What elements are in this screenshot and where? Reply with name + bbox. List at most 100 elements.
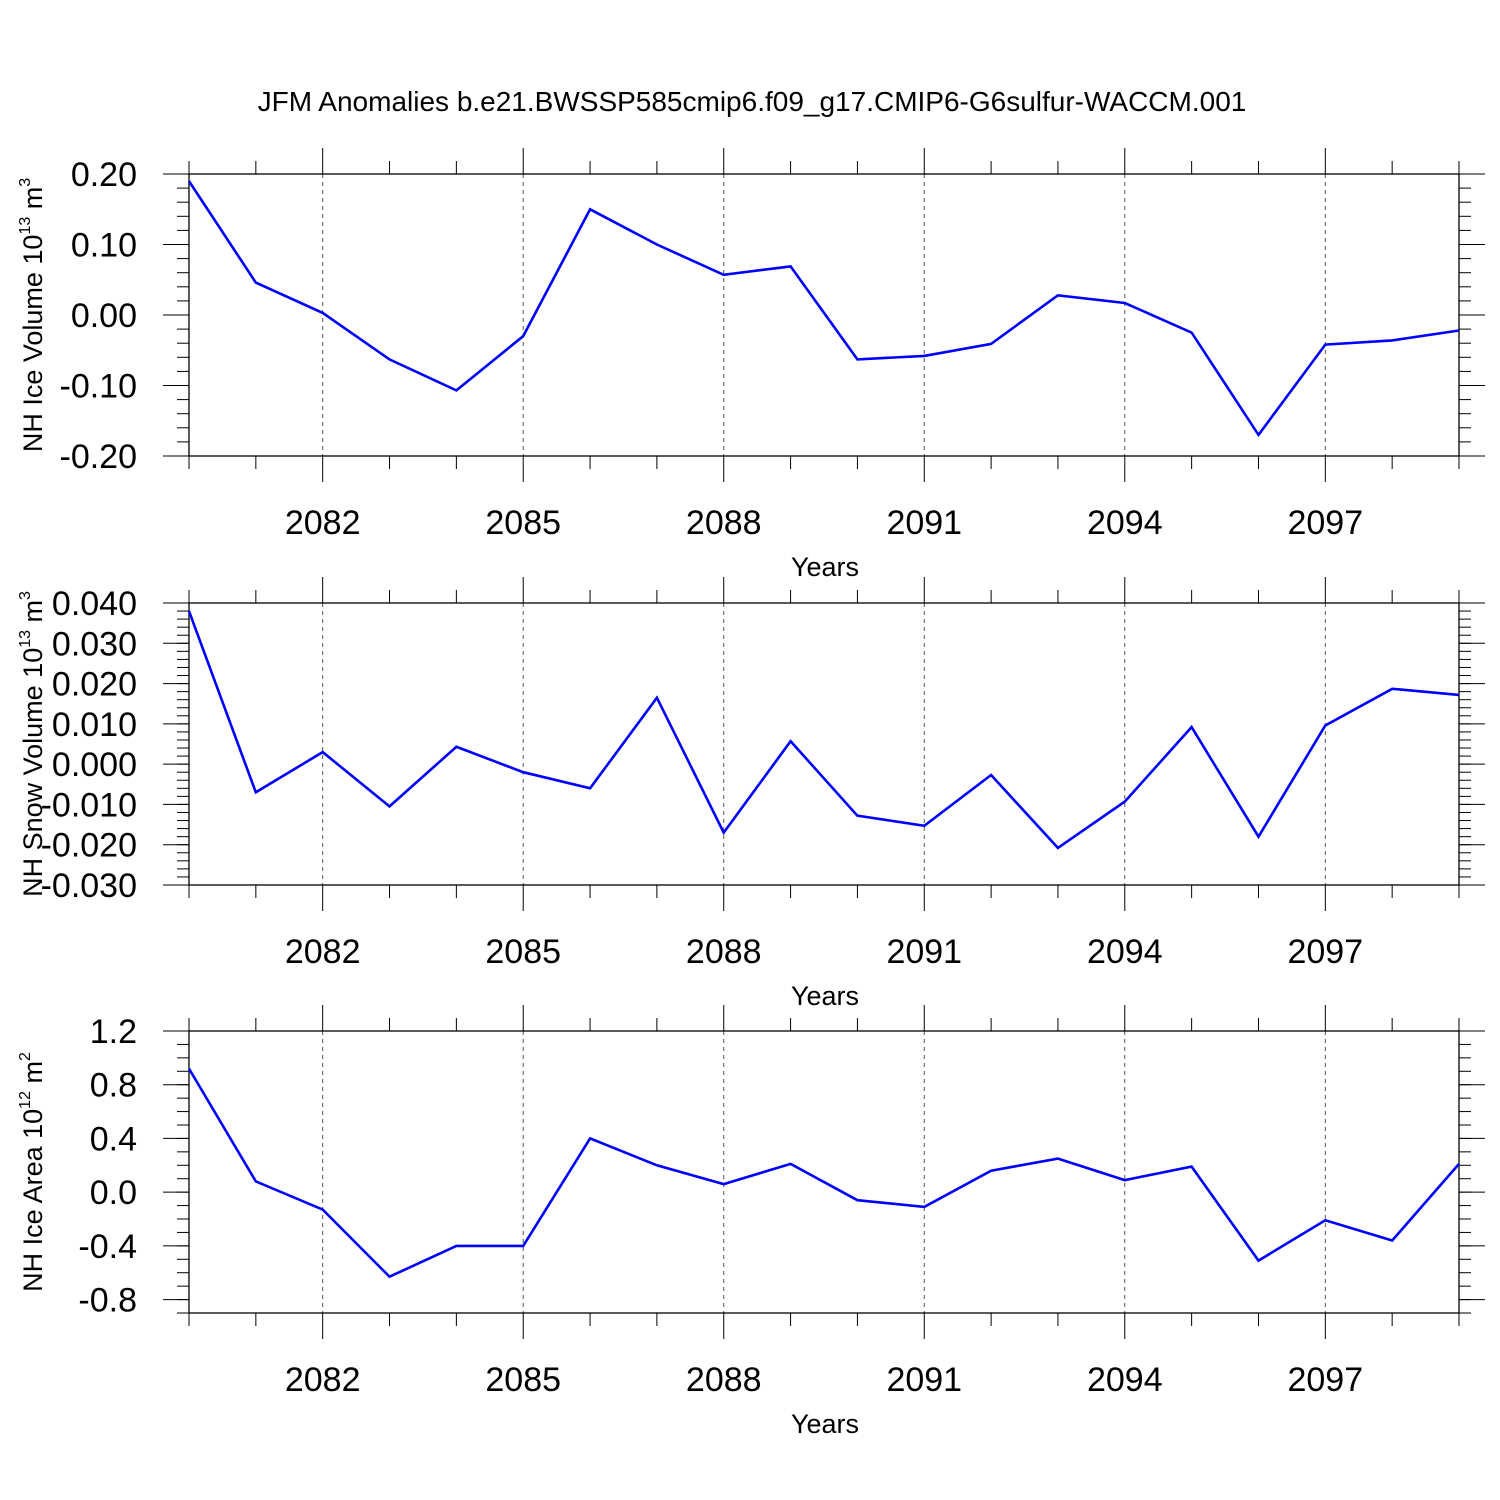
data-point bbox=[588, 786, 592, 790]
data-point bbox=[722, 1182, 726, 1186]
data-point bbox=[1123, 1178, 1127, 1182]
data-point bbox=[588, 1136, 592, 1140]
x-axis-label: Years bbox=[791, 552, 859, 582]
data-point bbox=[855, 814, 859, 818]
y-axis-label: NH Ice Volume 1013 m3 bbox=[17, 178, 48, 452]
data-point bbox=[1457, 329, 1461, 333]
x-tick-label: 2097 bbox=[1287, 504, 1363, 542]
y-tick-label: -0.10 bbox=[60, 368, 138, 406]
chart-panel-1: 2082 2085 2088 2091 2094 2097 Years -0.20 -0.10 0… bbox=[17, 148, 1485, 582]
y-tick-label: 0.00 bbox=[71, 297, 137, 335]
data-point bbox=[321, 750, 325, 754]
y-tick-label: -0.20 bbox=[60, 438, 138, 476]
data-point bbox=[855, 1198, 859, 1202]
data-point bbox=[1190, 331, 1194, 335]
data-point bbox=[922, 824, 926, 828]
data-point bbox=[321, 311, 325, 315]
data-point bbox=[789, 264, 793, 268]
x-tick-label: 2085 bbox=[485, 1361, 561, 1399]
data-point bbox=[1190, 725, 1194, 729]
y-tick-label: -0.010 bbox=[41, 786, 137, 824]
data-point bbox=[1457, 693, 1461, 697]
data-point bbox=[789, 1162, 793, 1166]
data-point bbox=[187, 179, 191, 183]
x-tick-label: 2088 bbox=[686, 504, 762, 542]
x-tick-label: 2088 bbox=[686, 933, 762, 971]
y-tick-label: 0.4 bbox=[90, 1120, 137, 1158]
data-point bbox=[855, 357, 859, 361]
data-point bbox=[1390, 338, 1394, 342]
data-point bbox=[1323, 1218, 1327, 1222]
y-tick-label: -0.8 bbox=[78, 1282, 137, 1320]
x-tick-label: 2088 bbox=[686, 1361, 762, 1399]
data-point bbox=[655, 243, 659, 247]
x-tick-label: 2082 bbox=[285, 933, 361, 971]
y-tick-label: -0.4 bbox=[78, 1228, 137, 1266]
data-point bbox=[254, 790, 258, 794]
data-point bbox=[1123, 301, 1127, 305]
data-point bbox=[1323, 343, 1327, 347]
y-tick-label: 0.020 bbox=[52, 666, 137, 704]
data-point bbox=[989, 773, 993, 777]
x-tick-label: 2082 bbox=[285, 504, 361, 542]
y-tick-label: -0.030 bbox=[41, 867, 137, 905]
x-tick-label: 2085 bbox=[485, 504, 561, 542]
data-point bbox=[1256, 1259, 1260, 1263]
x-axis-label: Years bbox=[791, 981, 859, 1011]
data-point bbox=[1123, 800, 1127, 804]
x-tick-label: 2094 bbox=[1087, 933, 1163, 971]
data-point bbox=[989, 342, 993, 346]
data-point bbox=[187, 1067, 191, 1071]
series-line bbox=[187, 180, 1460, 438]
data-point bbox=[1190, 1165, 1194, 1169]
x-tick-label: 2097 bbox=[1287, 933, 1363, 971]
x-tick-label: 2091 bbox=[886, 933, 962, 971]
data-point bbox=[454, 1244, 458, 1248]
data-point bbox=[454, 388, 458, 392]
figure-title: JFM Anomalies b.e21.BWSSP585cmip6.f09_g1… bbox=[258, 86, 1247, 117]
y-tick-label: 0.10 bbox=[71, 227, 137, 265]
data-point bbox=[254, 281, 258, 285]
data-point bbox=[1056, 846, 1060, 850]
plot-frame bbox=[188, 602, 1460, 886]
data-point bbox=[922, 354, 926, 358]
data-point bbox=[1390, 687, 1394, 691]
data-point bbox=[722, 831, 726, 835]
data-point bbox=[1390, 1238, 1394, 1242]
plot-frame bbox=[188, 1030, 1460, 1314]
series-line bbox=[187, 1067, 1460, 1279]
data-point bbox=[1323, 723, 1327, 727]
x-axis-label: Years bbox=[791, 1409, 859, 1439]
x-tick-label: 2091 bbox=[886, 504, 962, 542]
x-tick-label: 2094 bbox=[1087, 1361, 1163, 1399]
y-tick-label: -0.020 bbox=[41, 827, 137, 865]
data-point bbox=[454, 745, 458, 749]
y-tick-label: 0.010 bbox=[52, 706, 137, 744]
y-tick-label: 0.030 bbox=[52, 625, 137, 663]
y-tick-label: 0.0 bbox=[90, 1174, 137, 1212]
data-point bbox=[655, 1163, 659, 1167]
x-tick-label: 2091 bbox=[886, 1361, 962, 1399]
x-tick-label: 2085 bbox=[485, 933, 561, 971]
data-point bbox=[588, 207, 592, 211]
data-point bbox=[321, 1208, 325, 1212]
data-point bbox=[1457, 1162, 1461, 1166]
y-tick-label: 0.20 bbox=[71, 156, 137, 194]
y-tick-label: 0.000 bbox=[52, 746, 137, 784]
data-point bbox=[989, 1169, 993, 1173]
data-point bbox=[1056, 1157, 1060, 1161]
data-point bbox=[187, 609, 191, 613]
x-tick-label: 2082 bbox=[285, 1361, 361, 1399]
chart-panels: 2082 2085 2088 2091 2094 2097 Years -0.20 -0.10 0… bbox=[17, 148, 1485, 1439]
data-point bbox=[521, 770, 525, 774]
data-point bbox=[1056, 293, 1060, 297]
data-point bbox=[388, 357, 392, 361]
y-tick-label: 0.8 bbox=[90, 1067, 137, 1105]
data-point bbox=[1256, 835, 1260, 839]
x-tick-label: 2094 bbox=[1087, 504, 1163, 542]
y-axis-label: NH Ice Area 1012 m2 bbox=[17, 1052, 48, 1292]
data-point bbox=[388, 804, 392, 808]
data-point bbox=[521, 1244, 525, 1248]
chart-panel-3: 2082 2085 2088 2091 2094 2097 Years -0.8 -0.4 0.0… bbox=[17, 1005, 1485, 1439]
y-tick-label: 1.2 bbox=[90, 1013, 137, 1051]
